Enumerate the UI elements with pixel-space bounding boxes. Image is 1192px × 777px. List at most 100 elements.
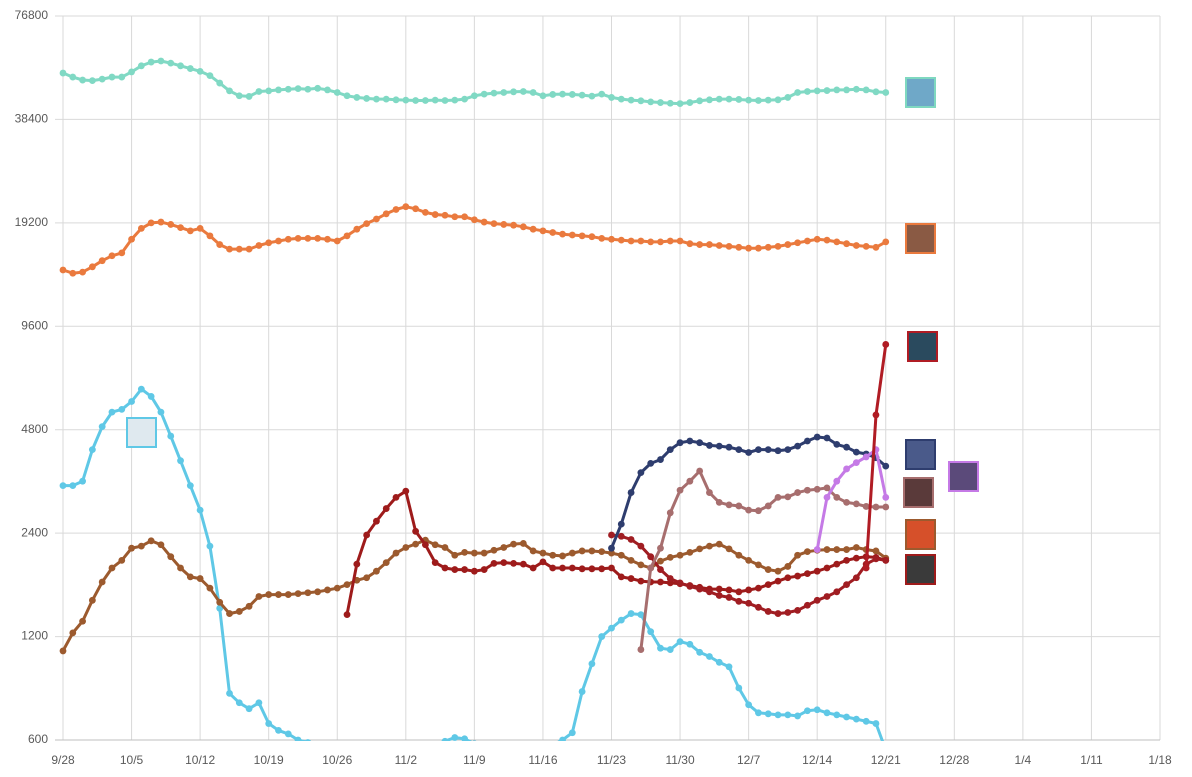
- data-point: [383, 751, 390, 758]
- data-point: [216, 241, 224, 248]
- data-point: [559, 564, 566, 572]
- data-point: [843, 713, 850, 721]
- data-point: [402, 544, 410, 551]
- data-point: [813, 87, 821, 95]
- data-point: [529, 564, 537, 572]
- data-point: [480, 566, 488, 573]
- data-point: [324, 235, 331, 243]
- data-point: [833, 477, 841, 485]
- data-point: [108, 408, 116, 416]
- data-point: [79, 268, 86, 276]
- data-point: [764, 710, 772, 718]
- data-point: [852, 500, 860, 508]
- data-point: [392, 96, 400, 104]
- data-point: [647, 459, 655, 467]
- data-point: [363, 220, 371, 228]
- data-point: [706, 489, 713, 496]
- data-point: [108, 252, 116, 260]
- data-point: [402, 203, 410, 211]
- data-point: [735, 96, 743, 103]
- data-point: [784, 574, 792, 582]
- data-point: [147, 537, 155, 545]
- data-point: [275, 726, 282, 734]
- data-point: [823, 87, 831, 94]
- data-point: [314, 588, 322, 596]
- data-point: [843, 546, 850, 553]
- data-point: [549, 229, 557, 236]
- data-point: [823, 236, 831, 244]
- data-point: [735, 243, 743, 251]
- data-point: [500, 559, 508, 567]
- data-point: [549, 551, 557, 559]
- data-point: [833, 441, 841, 448]
- data-point: [617, 520, 625, 528]
- data-point: [745, 586, 753, 594]
- x-tick-label: 10/12: [185, 753, 215, 767]
- data-point: [647, 628, 655, 636]
- data-point: [598, 90, 606, 98]
- data-point: [617, 551, 625, 559]
- data-point: [186, 482, 194, 490]
- avatar-icon: [948, 461, 979, 492]
- data-point: [226, 689, 233, 697]
- data-point: [539, 558, 547, 566]
- data-point: [666, 509, 674, 517]
- data-point: [226, 610, 233, 617]
- data-point: [304, 739, 311, 741]
- data-point: [431, 96, 439, 104]
- data-point: [774, 447, 782, 455]
- data-point: [304, 85, 312, 93]
- data-point: [177, 564, 184, 572]
- data-point: [872, 547, 880, 555]
- data-point: [882, 556, 890, 564]
- data-point: [706, 588, 713, 596]
- data-point: [353, 94, 361, 101]
- data-point: [137, 62, 145, 70]
- data-point: [862, 503, 870, 510]
- data-point: [255, 88, 263, 95]
- avatar-icon: [126, 417, 157, 448]
- data-point: [686, 582, 694, 590]
- data-point: [432, 742, 439, 749]
- data-point: [803, 601, 811, 609]
- x-tick-label: 12/14: [802, 753, 832, 767]
- data-point: [852, 544, 860, 551]
- data-point: [794, 239, 801, 247]
- data-point: [392, 549, 400, 557]
- avatar-icon: [905, 223, 936, 254]
- x-tick-label: 11/2: [395, 753, 418, 767]
- data-point: [882, 238, 890, 246]
- data-point: [568, 231, 576, 239]
- data-point: [852, 448, 860, 456]
- data-point: [510, 88, 517, 96]
- data-point: [431, 541, 439, 549]
- data-point: [774, 96, 782, 104]
- data-point: [343, 232, 351, 240]
- data-point: [490, 546, 498, 554]
- data-point: [196, 224, 204, 232]
- data-point: [88, 446, 96, 454]
- data-point: [764, 96, 772, 104]
- data-point: [803, 88, 811, 95]
- x-tick-label: 10/19: [254, 753, 284, 767]
- data-point: [774, 567, 782, 575]
- data-point: [69, 269, 77, 277]
- data-point: [167, 59, 175, 67]
- data-point: [549, 564, 557, 572]
- data-point: [862, 564, 870, 572]
- data-point: [461, 548, 468, 556]
- data-point: [843, 498, 850, 506]
- data-point: [823, 493, 831, 501]
- data-point: [98, 75, 106, 83]
- data-point: [627, 575, 635, 582]
- data-point: [216, 604, 224, 612]
- data-point: [813, 235, 821, 243]
- data-point: [706, 653, 713, 660]
- data-point: [265, 87, 273, 95]
- data-point: [696, 585, 704, 593]
- avatar-icon: [905, 519, 936, 550]
- data-point: [774, 610, 782, 617]
- data-point: [882, 341, 890, 348]
- data-point: [539, 92, 547, 100]
- data-point: [167, 553, 175, 561]
